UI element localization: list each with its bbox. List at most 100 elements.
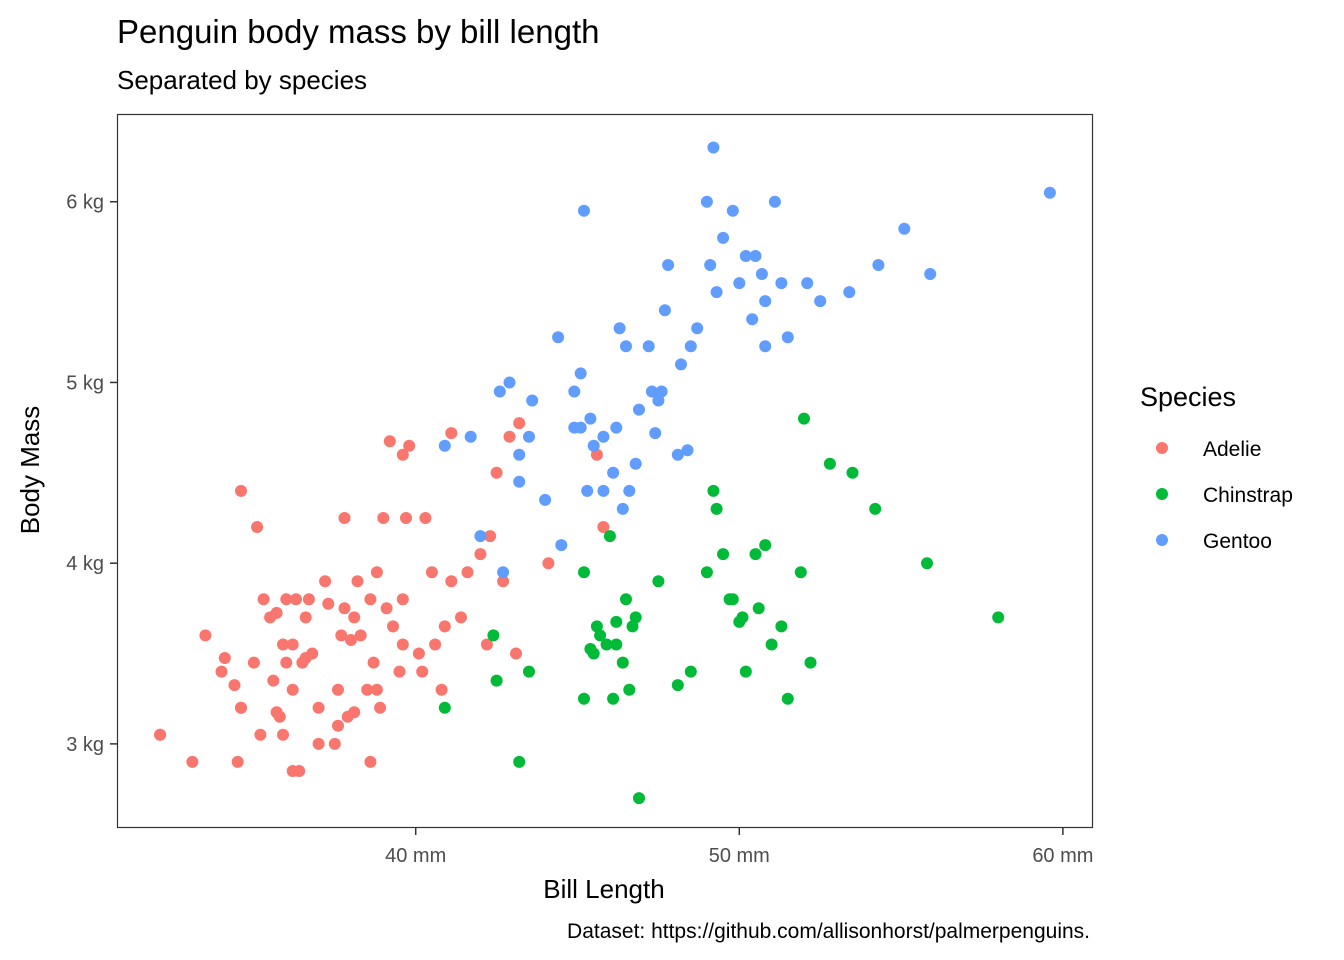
point-adelie-3 (215, 665, 228, 678)
point-adelie-66 (461, 566, 474, 579)
point-chinstrap-18 (626, 620, 639, 633)
point-chinstrap-38 (798, 412, 810, 425)
point-adelie-26 (299, 611, 312, 624)
point-gentoo-19 (607, 466, 620, 479)
point-gentoo-64 (613, 322, 626, 335)
point-adelie-44 (364, 755, 377, 768)
y-tick-label-3: 6 kg (66, 192, 104, 214)
point-gentoo-24 (629, 457, 642, 470)
point-chinstrap-8 (587, 647, 600, 660)
point-adelie-52 (393, 665, 406, 678)
point-chinstrap-24 (700, 566, 713, 579)
point-adelie-67 (474, 548, 487, 561)
point-chinstrap-0 (438, 701, 451, 714)
point-adelie-38 (348, 611, 361, 624)
point-adelie-53 (396, 638, 409, 651)
point-adelie-63 (445, 575, 458, 588)
point-gentoo-0 (438, 439, 451, 452)
point-adelie-35 (338, 602, 351, 615)
legend-key-chinstrap (1156, 488, 1168, 500)
point-gentoo-2 (474, 530, 487, 543)
point-gentoo-1 (464, 430, 477, 443)
point-chinstrap-2 (490, 674, 503, 687)
point-adelie-62 (438, 620, 451, 633)
point-chinstrap-31 (749, 548, 762, 561)
point-chinstrap-39 (804, 656, 817, 669)
point-chinstrap-25 (707, 484, 720, 497)
x-tick-label-2: 60 mm (1032, 845, 1093, 867)
point-gentoo-14 (578, 204, 590, 217)
point-chinstrap-26 (710, 502, 723, 515)
y-tick-label-1: 4 kg (66, 553, 104, 575)
point-chinstrap-34 (765, 638, 778, 651)
point-adelie-60 (429, 638, 442, 651)
legend-label-adelie: Adelie (1203, 438, 1261, 461)
point-adelie-86 (370, 683, 383, 696)
point-adelie-23 (290, 593, 302, 606)
point-adelie-31 (322, 597, 335, 610)
point-gentoo-41 (746, 313, 759, 326)
point-gentoo-25 (642, 340, 655, 353)
point-gentoo-37 (717, 231, 730, 244)
point-adelie-9 (247, 656, 260, 669)
point-adelie-20 (280, 656, 293, 669)
point-chinstrap-36 (781, 692, 794, 705)
point-chinstrap-44 (992, 611, 1005, 624)
point-chinstrap-37 (794, 566, 807, 579)
point-adelie-77 (597, 521, 610, 533)
point-adelie-55 (400, 512, 412, 524)
point-gentoo-44 (768, 195, 781, 208)
point-gentoo-18 (597, 430, 610, 443)
point-adelie-14 (267, 674, 280, 687)
legend-label-chinstrap: Chinstrap (1203, 484, 1293, 507)
point-gentoo-11 (555, 539, 568, 552)
point-adelie-40 (351, 575, 364, 588)
point-gentoo-54 (513, 448, 526, 461)
point-adelie-76 (590, 448, 603, 461)
point-adelie-17 (277, 638, 289, 651)
point-adelie-75 (542, 557, 555, 570)
point-chinstrap-42 (869, 502, 882, 515)
point-gentoo-40 (739, 250, 752, 262)
point-chinstrap-43 (921, 557, 933, 570)
point-chinstrap-40 (823, 457, 836, 470)
chart-title: Penguin body mass by bill length (117, 13, 599, 50)
legend-key-gentoo (1156, 534, 1168, 546)
point-chinstrap-5 (578, 692, 590, 705)
point-chinstrap-41 (846, 466, 859, 479)
point-adelie-88 (425, 566, 438, 579)
y-axis: 3 kg 4 kg 5 kg 6 kg (66, 192, 118, 756)
points-layer (154, 141, 1056, 805)
point-gentoo-31 (675, 358, 687, 371)
point-chinstrap-16 (620, 593, 632, 606)
point-gentoo-15 (581, 484, 594, 497)
y-tick-label-0: 3 kg (66, 734, 104, 756)
point-adelie-64 (445, 427, 458, 440)
point-chinstrap-17 (623, 683, 636, 696)
point-adelie-21 (286, 683, 299, 696)
x-tick-label-0: 40 mm (385, 845, 446, 867)
point-chinstrap-33 (759, 539, 772, 552)
point-gentoo-7 (523, 430, 535, 443)
point-chinstrap-13 (607, 692, 620, 705)
point-adelie-58 (416, 665, 429, 678)
point-adelie-61 (435, 683, 448, 696)
point-adelie-51 (387, 620, 399, 633)
point-adelie-72 (503, 430, 516, 443)
point-chinstrap-47 (736, 611, 749, 624)
point-gentoo-49 (843, 286, 856, 299)
point-adelie-10 (251, 521, 264, 533)
x-axis-title: Bill Length (543, 874, 664, 904)
point-adelie-56 (403, 439, 416, 452)
point-adelie-78 (154, 728, 167, 741)
point-adelie-19 (280, 593, 293, 606)
y-axis-title: Body Mass (15, 406, 45, 535)
point-adelie-2 (199, 629, 212, 642)
point-gentoo-65 (655, 385, 668, 398)
point-adelie-57 (412, 647, 425, 660)
point-gentoo-26 (649, 427, 662, 440)
point-gentoo-48 (814, 295, 827, 308)
legend: Adelie Chinstrap Gentoo (1156, 438, 1293, 553)
point-gentoo-33 (691, 322, 704, 335)
legend-key-adelie (1156, 442, 1168, 454)
